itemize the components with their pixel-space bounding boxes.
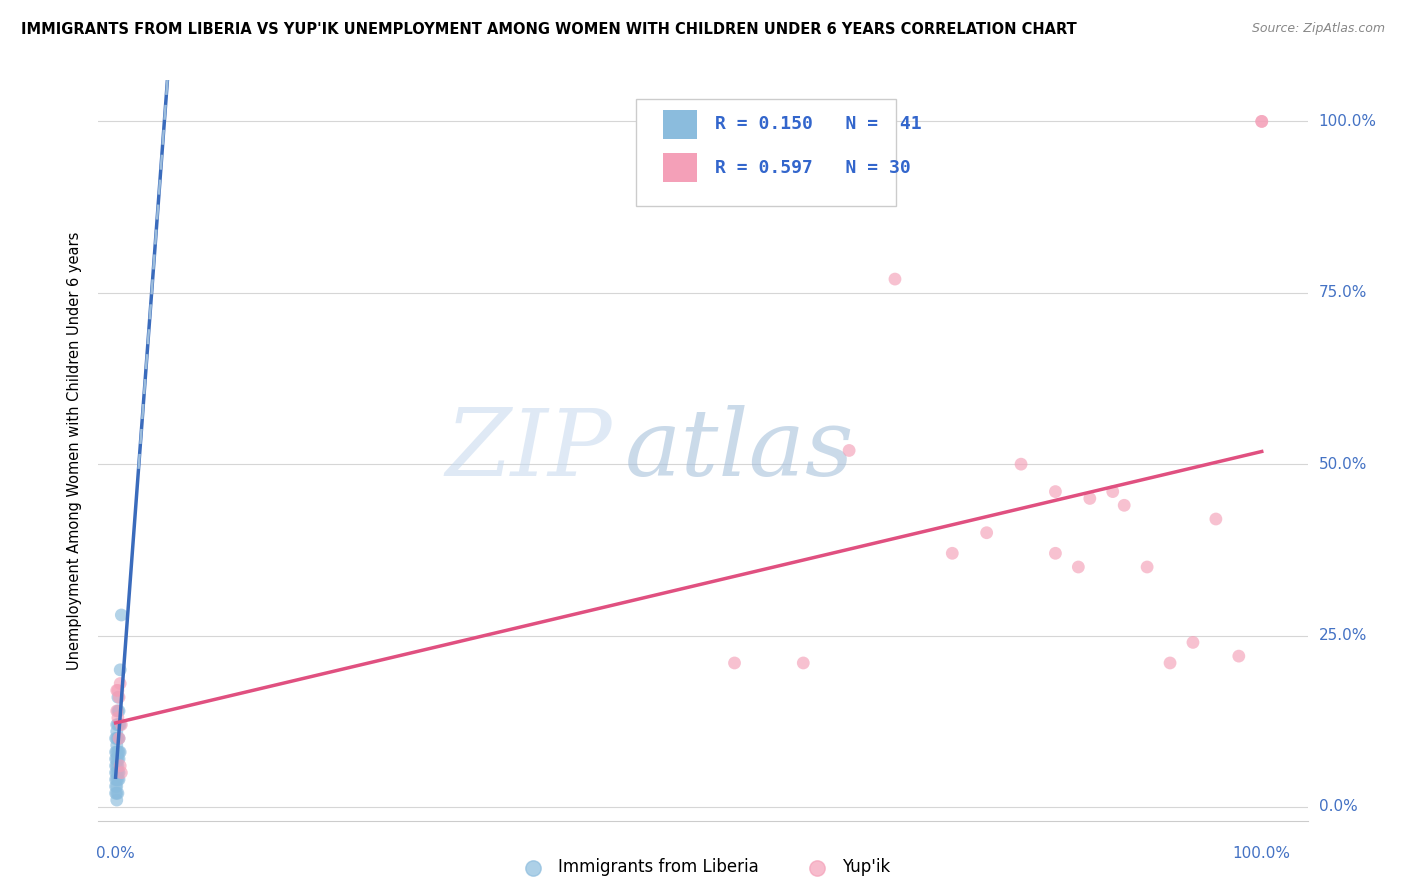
Point <box>1045 484 1067 499</box>
Point <box>105 765 128 780</box>
Point <box>108 676 131 690</box>
Point <box>110 717 132 731</box>
Point <box>108 690 131 705</box>
Point <box>108 731 131 746</box>
Point <box>1181 635 1204 649</box>
Point <box>108 663 131 677</box>
Point <box>792 656 814 670</box>
Point <box>110 607 132 622</box>
Point <box>108 765 131 780</box>
Point <box>104 745 127 759</box>
Point <box>105 793 128 807</box>
Point <box>107 711 129 725</box>
Text: R = 0.150   N =  41: R = 0.150 N = 41 <box>716 115 922 133</box>
Point <box>105 752 128 766</box>
Point <box>105 683 128 698</box>
Point <box>108 772 131 787</box>
Point <box>107 765 129 780</box>
Point <box>104 759 127 773</box>
Point <box>107 731 129 746</box>
Point <box>107 745 129 759</box>
Point <box>105 772 128 787</box>
Point <box>108 704 131 718</box>
Point <box>108 717 131 731</box>
Y-axis label: Unemployment Among Women with Children Under 6 years: Unemployment Among Women with Children U… <box>67 231 83 670</box>
Point <box>108 752 131 766</box>
Point <box>107 690 129 705</box>
FancyBboxPatch shape <box>664 110 697 138</box>
Point <box>1114 498 1136 512</box>
Point <box>107 717 129 731</box>
Point <box>104 765 127 780</box>
Point <box>105 738 128 752</box>
Text: atlas: atlas <box>624 406 853 495</box>
Point <box>107 704 129 718</box>
Point <box>104 731 127 746</box>
Point <box>105 731 128 746</box>
Point <box>107 752 129 766</box>
Text: R = 0.597   N = 30: R = 0.597 N = 30 <box>716 159 911 177</box>
Point <box>976 525 998 540</box>
Text: 100.0%: 100.0% <box>1233 846 1291 861</box>
Point <box>105 786 128 800</box>
Point <box>1205 512 1227 526</box>
Point <box>105 717 128 731</box>
Text: 0.0%: 0.0% <box>96 846 135 861</box>
Point <box>1227 649 1250 664</box>
Point <box>105 724 128 739</box>
Point <box>104 786 127 800</box>
Point <box>838 443 860 458</box>
Point <box>1159 656 1181 670</box>
Point <box>108 745 131 759</box>
Point <box>108 717 131 731</box>
Point <box>941 546 963 560</box>
Point <box>105 704 128 718</box>
Legend: Immigrants from Liberia, Yup'ik: Immigrants from Liberia, Yup'ik <box>509 851 897 883</box>
Point <box>105 759 128 773</box>
Point <box>105 745 128 759</box>
Text: 25.0%: 25.0% <box>1319 628 1367 643</box>
Text: 50.0%: 50.0% <box>1319 457 1367 472</box>
Text: ZIP: ZIP <box>446 406 613 495</box>
Text: IMMIGRANTS FROM LIBERIA VS YUP'IK UNEMPLOYMENT AMONG WOMEN WITH CHILDREN UNDER 6: IMMIGRANTS FROM LIBERIA VS YUP'IK UNEMPL… <box>21 22 1077 37</box>
Point <box>107 772 129 787</box>
Point <box>104 780 127 794</box>
Point <box>107 759 129 773</box>
Point <box>107 786 129 800</box>
Point <box>108 745 131 759</box>
Point <box>110 765 132 780</box>
Point <box>107 683 129 698</box>
Point <box>108 731 131 746</box>
FancyBboxPatch shape <box>637 99 897 206</box>
Point <box>1045 546 1067 560</box>
Text: 100.0%: 100.0% <box>1319 114 1376 129</box>
Point <box>105 780 128 794</box>
Point <box>104 772 127 787</box>
Text: Source: ZipAtlas.com: Source: ZipAtlas.com <box>1251 22 1385 36</box>
Point <box>884 272 907 286</box>
Point <box>1101 484 1123 499</box>
Point <box>1250 114 1272 128</box>
Point <box>1250 114 1272 128</box>
Point <box>1136 560 1159 574</box>
FancyBboxPatch shape <box>664 153 697 182</box>
Point <box>723 656 745 670</box>
Text: 0.0%: 0.0% <box>1319 799 1357 814</box>
Point <box>1067 560 1090 574</box>
Point <box>104 752 127 766</box>
Point <box>1078 491 1101 506</box>
Point <box>1010 457 1032 471</box>
Point <box>108 759 131 773</box>
Text: 75.0%: 75.0% <box>1319 285 1367 301</box>
